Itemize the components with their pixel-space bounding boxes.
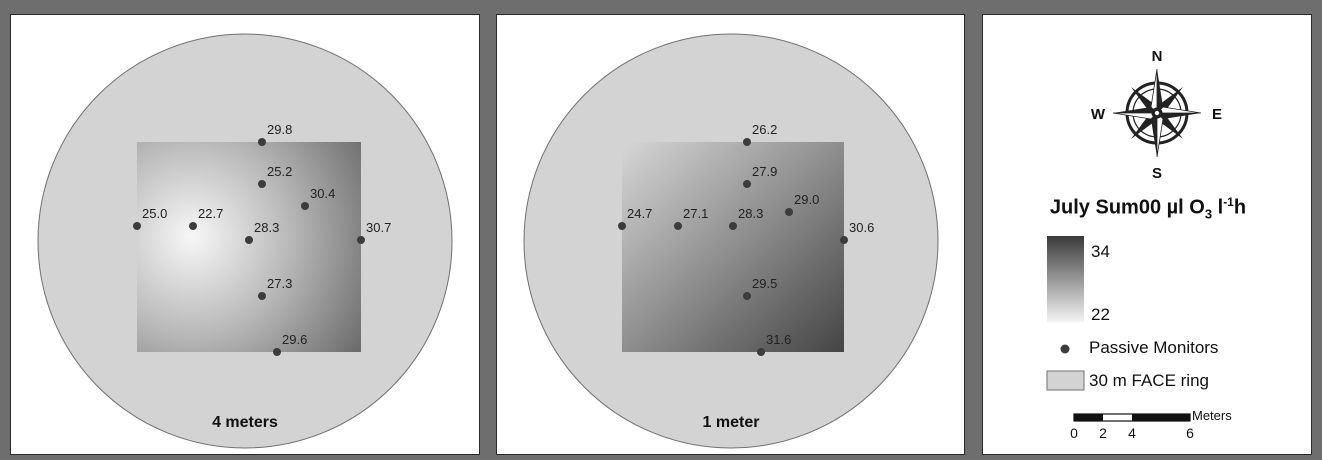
- monitor-label: 24.7: [627, 206, 652, 221]
- monitor-label: 27.9: [752, 164, 777, 179]
- monitor-label: 31.6: [766, 332, 791, 347]
- monitor-point: [258, 180, 266, 188]
- scalebar-tick-2: 2: [1099, 425, 1107, 441]
- monitor-label: 29.5: [752, 276, 777, 291]
- monitor-point: [729, 222, 737, 230]
- scale-bar: [1073, 413, 1191, 422]
- monitor-label: 28.3: [738, 206, 763, 221]
- monitor-label: 29.8: [267, 122, 292, 137]
- monitor-label: 26.2: [752, 122, 777, 137]
- monitor-point: [618, 222, 626, 230]
- monitor-point: [273, 348, 281, 356]
- monitor-label: 27.3: [267, 276, 292, 291]
- monitor-label: 30.6: [849, 220, 874, 235]
- interpolated-surface: [622, 142, 844, 352]
- monitor-point: [301, 202, 309, 210]
- face-ring-symbol: [1046, 370, 1085, 391]
- legend-title: July Sum00 µl O3 l-1h: [1049, 195, 1247, 222]
- monitor-point: [743, 138, 751, 146]
- monitor-point: [757, 348, 765, 356]
- compass-west-label: W: [1091, 106, 1106, 123]
- monitor-label: 25.0: [142, 206, 167, 221]
- compass-rose-icon: [1112, 68, 1202, 158]
- monitor-point: [785, 208, 793, 216]
- compass-east-label: E: [1212, 106, 1222, 123]
- monitor-point: [674, 222, 682, 230]
- map-panel-4-meters: 29.8 25.2 30.4 25.0 22.7 28.3 30.7 27.3 29.6 4 m…: [10, 14, 480, 455]
- monitor-label: 30.4: [310, 186, 335, 201]
- scalebar-tick-4: 4: [1128, 425, 1136, 441]
- monitor-label: 29.6: [282, 332, 307, 347]
- scalebar-tick-0: 0: [1070, 425, 1078, 441]
- face-ring-label: 30 m FACE ring: [1089, 371, 1209, 390]
- monitor-label: 29.0: [794, 192, 819, 207]
- panel-caption: 1 meter: [703, 414, 760, 431]
- monitor-point: [258, 292, 266, 300]
- passive-monitor-symbol: [1060, 344, 1070, 354]
- monitor-point: [189, 222, 197, 230]
- legend-panel: N S E W 0 2 4 6 Meters July Sum00 µl O3 …: [982, 14, 1312, 455]
- monitor-point: [245, 236, 253, 244]
- monitor-point: [743, 180, 751, 188]
- map-1-meter: 26.2 27.9 29.0 24.7 27.1 28.3 30.6 29.5 31.6 1 m…: [523, 33, 939, 449]
- ramp-min-label: 22: [1091, 305, 1110, 324]
- monitor-label: 22.7: [198, 206, 223, 221]
- legend-graphics: N S E W 0 2 4 6 Meters: [1046, 48, 1232, 441]
- map-4-meters: 29.8 25.2 30.4 25.0 22.7 28.3 30.7 27.3 29.6 4 m…: [37, 33, 453, 449]
- passive-monitors-label: Passive Monitors: [1089, 338, 1219, 357]
- scalebar-tick-6: 6: [1186, 425, 1194, 441]
- map-panel-1-meter: 26.2 27.9 29.0 24.7 27.1 28.3 30.6 29.5 31.6 1 m…: [496, 14, 965, 455]
- scalebar-unit: Meters: [1192, 408, 1232, 423]
- monitor-point: [258, 138, 266, 146]
- monitor-point: [840, 236, 848, 244]
- monitor-label: 30.7: [366, 220, 391, 235]
- monitor-label: 27.1: [683, 206, 708, 221]
- compass-north-label: N: [1152, 48, 1163, 65]
- monitor-label: 28.3: [254, 220, 279, 235]
- interpolated-surface: [137, 142, 361, 352]
- monitor-point: [743, 292, 751, 300]
- panel-caption: 4 meters: [212, 414, 278, 431]
- monitor-label: 25.2: [267, 164, 292, 179]
- ramp-max-label: 34: [1091, 242, 1110, 261]
- monitor-point: [133, 222, 141, 230]
- compass-south-label: S: [1152, 165, 1162, 182]
- color-ramp: [1047, 236, 1084, 322]
- monitor-point: [357, 236, 365, 244]
